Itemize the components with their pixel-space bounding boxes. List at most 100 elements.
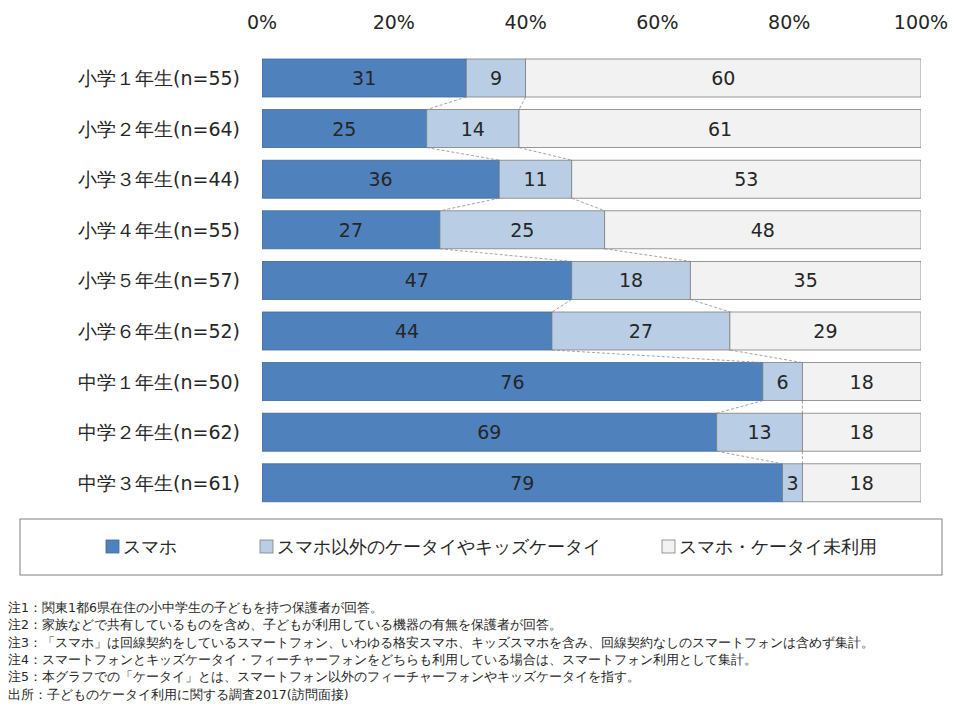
connector-line [552,299,572,312]
connector-line [730,350,802,363]
data-label: 6 [777,371,789,393]
data-label: 9 [490,67,502,89]
category-label: 中学１年生(n=50) [78,371,240,393]
bar-segment [466,59,525,97]
chart: 0% 20% 40% 60% 80% 100% 小学１年生(n=55) 小学２年生(n=64)… [0,0,960,720]
connector-line [519,97,526,110]
data-label: 27 [629,320,653,342]
data-label: 3 [786,472,798,494]
legend-label: スマホ・ケータイ未利用 [679,536,877,557]
connector-line [572,198,605,211]
bar-segment [572,261,691,299]
bar-segment [262,413,717,451]
connector-line [605,249,691,262]
data-label: 25 [510,219,534,241]
data-label: 76 [500,371,524,393]
data-label: 36 [369,168,393,190]
x-axis: 0% 20% 40% 60% 80% 100% [247,11,948,33]
data-label: 48 [751,219,775,241]
category-label: 小学２年生(n=64) [78,118,240,140]
connector-line [690,299,730,312]
bar-segment [730,312,921,350]
note: 注5：本グラフでの「ケータイ」とは、スマートフォン以外のフィーチャーフォンやキッ… [8,669,640,684]
category-label: 小学１年生(n=55) [78,67,240,89]
bar-segment [499,160,571,198]
bar-segment [783,464,803,502]
data-label: 47 [405,269,429,291]
category-label: 中学３年生(n=61) [78,472,240,494]
data-label: 44 [395,320,419,342]
data-label: 18 [850,371,874,393]
data-label: 14 [461,118,485,140]
connector-line [519,148,572,161]
data-label: 35 [794,269,818,291]
connector-line [440,249,572,262]
legend-swatch [106,540,119,553]
bar-segment [262,261,572,299]
category-label: 中学２年生(n=62) [78,421,240,443]
bar-segment [526,59,921,97]
bar-segment [519,110,921,148]
bar-segment [262,211,440,249]
bar-segment [262,312,552,350]
x-tick-label: 100% [894,11,948,33]
bar-segment [262,59,466,97]
data-labels: 31 9 60 25 14 61 36 11 53 27 25 48 47 18 35 44 27 29 76 6 18… [332,67,874,494]
legend-swatch [662,540,675,553]
connector-line [427,148,499,161]
bar-segment [440,211,605,249]
data-label: 31 [352,67,376,89]
data-label: 53 [734,168,758,190]
note: 注1：関東1都6県在住の小中学生の子どもを持つ保護者が回答。 [8,600,383,615]
note: 注3：「スマホ」は回線契約をしているスマートフォン、いわゆる格安スマホ、キッズス… [8,635,874,650]
data-label: 18 [619,269,643,291]
note: 出所：子どものケータイ利用に関する調査2017(訪問面接) [8,687,349,702]
connector-line [440,198,499,211]
bar-segment [802,363,921,401]
connector-line [427,97,467,110]
notes: 注1：関東1都6県在住の小中学生の子どもを持つ保護者が回答。注2：家族などで共有… [8,600,874,702]
data-label: 18 [850,472,874,494]
bar-segment [572,160,921,198]
connector-line [717,451,783,464]
data-label: 13 [747,421,771,443]
legend-swatch [260,540,273,553]
bar-segment [763,363,803,401]
x-tick-label: 80% [768,11,810,33]
data-label: 29 [813,320,837,342]
data-label: 18 [850,421,874,443]
bar-segment [552,312,730,350]
data-label: 60 [711,67,735,89]
category-label: 小学３年生(n=44) [78,168,240,190]
bar-segment [262,160,499,198]
legend: スマホスマホ以外のケータイやキッズケータイスマホ・ケータイ未利用 [20,519,942,575]
connector-line [802,401,803,414]
connector-line [802,451,803,464]
data-label: 25 [332,118,356,140]
x-tick-label: 40% [504,11,546,33]
category-label: 小学５年生(n=57) [78,269,240,291]
connector-line [717,401,763,414]
bar-segment [262,464,783,502]
data-label: 27 [339,219,363,241]
bar-segment [717,413,803,451]
legend-label: スマホ以外のケータイやキッズケータイ [277,536,601,557]
data-label: 61 [708,118,732,140]
bar-segment [262,110,427,148]
data-label: 79 [510,472,534,494]
y-axis: 小学１年生(n=55)小学２年生(n=64)小学３年生(n=44)小学４年生(n… [78,67,240,494]
data-label: 11 [523,168,547,190]
connector-line [552,350,763,363]
bars [262,59,921,502]
note: 注2：家族などで共有しているものを含め、子どもが利用している機器の有無を保護者が… [8,617,562,632]
data-label: 69 [477,421,501,443]
x-tick-label: 60% [636,11,678,33]
bar-segment [802,413,921,451]
legend-box [20,519,942,575]
x-tick-label: 0% [247,11,277,33]
bar-segment [802,464,921,502]
category-label: 小学６年生(n=52) [78,320,240,342]
bar-segment [262,363,763,401]
bar-segment [690,261,921,299]
x-tick-label: 20% [373,11,415,33]
